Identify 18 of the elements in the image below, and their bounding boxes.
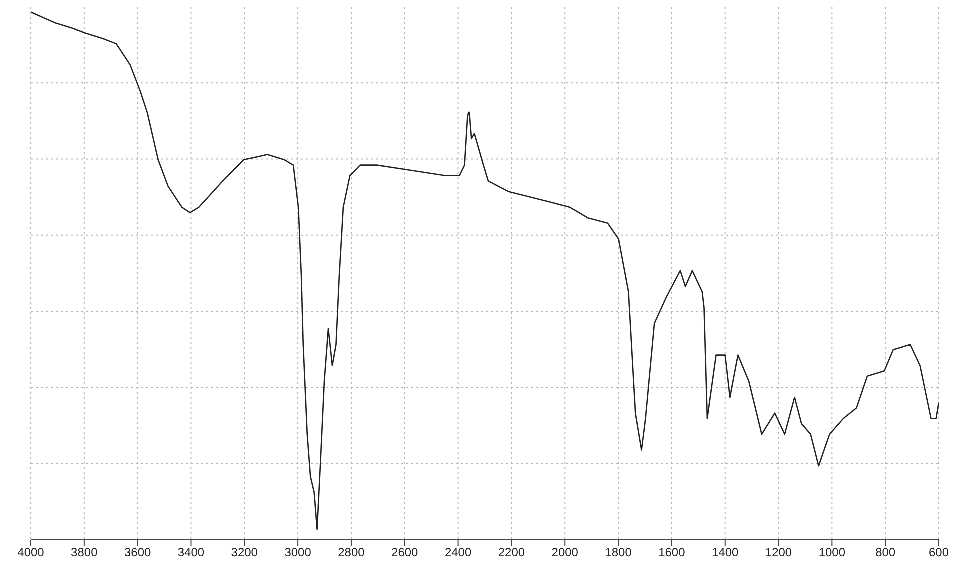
x-tick-label: 800 <box>876 546 896 560</box>
x-tick-label: 4000 <box>18 546 45 560</box>
x-tick-label: 2800 <box>338 546 366 560</box>
x-tick-label: 3600 <box>124 546 152 560</box>
x-tick-label: 3200 <box>231 546 258 560</box>
x-tick-label: 2600 <box>392 546 419 560</box>
x-tick-label: 1200 <box>765 546 792 560</box>
x-tick-label: 1400 <box>712 546 740 560</box>
x-tick-label: 600 <box>928 546 950 560</box>
x-tick-label: 2400 <box>444 546 472 560</box>
x-tick-label: 1600 <box>658 546 686 560</box>
x-tick-label: 1800 <box>605 546 632 560</box>
x-tick-label: 3000 <box>284 546 312 560</box>
x-tick-label: 2000 <box>552 546 579 560</box>
x-tick-label: 3800 <box>71 546 98 560</box>
x-tick-label: 2200 <box>498 546 526 560</box>
x-tick-label: 3400 <box>178 546 205 560</box>
x-tick-label: 1000 <box>818 546 846 560</box>
